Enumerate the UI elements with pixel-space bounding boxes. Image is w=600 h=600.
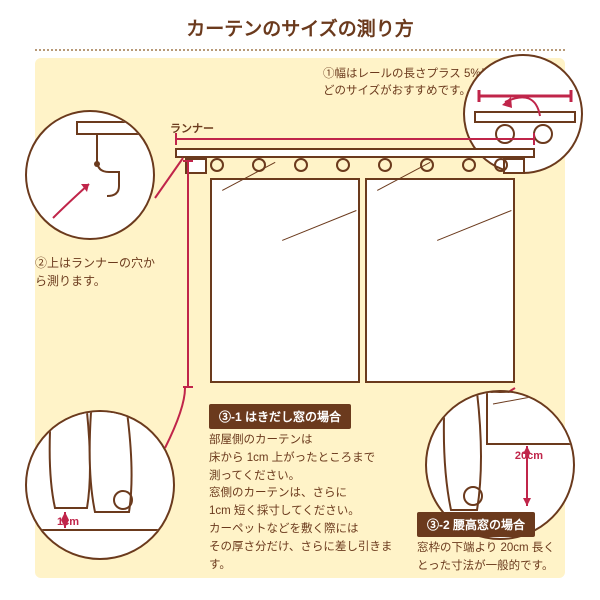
page-title: カーテンのサイズの測り方 xyxy=(0,0,600,49)
runner-hole-svg xyxy=(27,112,155,240)
runner-ring xyxy=(378,158,392,172)
tag-3-1: ③-1 はきだし窓の場合 xyxy=(209,404,351,429)
height-marker xyxy=(183,160,193,388)
runner-rings xyxy=(210,158,505,178)
window-pane-left xyxy=(210,178,360,383)
detail-runner-hole: ランナーの穴 xyxy=(25,110,155,240)
body-3-2: 窓枠の下端より 20cm 長くとった寸法が一般的です。 xyxy=(417,540,567,576)
tag-3-2: ③-2 腰高窓の場合 xyxy=(417,512,535,537)
runner-ring xyxy=(210,158,224,172)
curtain-rail xyxy=(175,148,535,158)
infographic-panel: ①幅はレールの長さプラス 5%ほどのサイズがおすすめです。 ランナー xyxy=(35,58,565,578)
width-marker xyxy=(175,133,535,145)
runner-ring xyxy=(494,158,508,172)
detail-floor-1cm xyxy=(25,410,175,560)
body-3-1: 部屋側のカーテンは床から 1cm 上がったところまで測ってください。窓側のカーテ… xyxy=(209,432,399,575)
divider xyxy=(35,49,565,52)
runner-label: ランナー xyxy=(170,120,214,136)
dim-20cm: 20cm xyxy=(515,450,543,462)
note-height: ②上はランナーの穴から測ります。 xyxy=(35,254,165,290)
runner-ring xyxy=(294,158,308,172)
runner-ring xyxy=(336,158,350,172)
runner-ring xyxy=(462,158,476,172)
window xyxy=(210,178,515,383)
floor-1cm-svg xyxy=(27,412,175,560)
dim-1cm: 1cm xyxy=(57,516,79,528)
window-pane-right xyxy=(365,178,515,383)
